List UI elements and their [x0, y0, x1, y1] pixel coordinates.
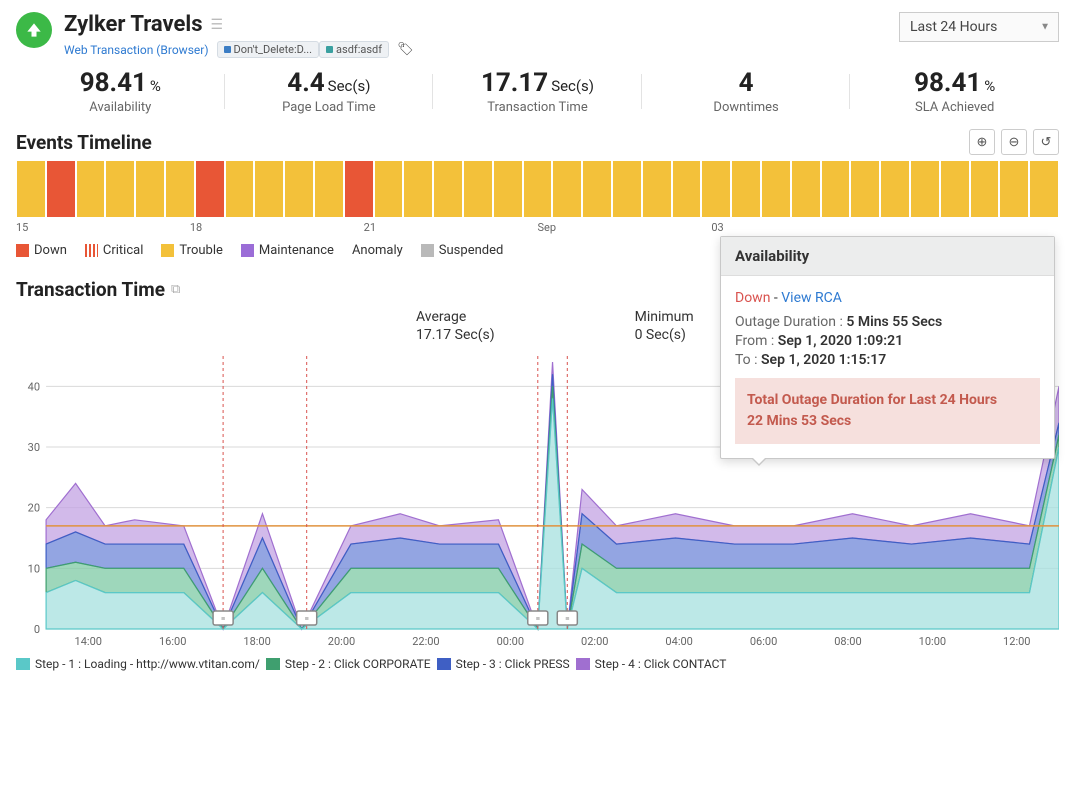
timeline-bar[interactable]	[971, 161, 999, 217]
zoom-in-icon[interactable]: ⊕	[969, 129, 995, 155]
time-range-select[interactable]: Last 24 Hours	[899, 12, 1059, 42]
legend-item: Step - 4 : Click CONTACT	[576, 657, 727, 671]
svg-text:30: 30	[28, 441, 40, 454]
svg-text:≡: ≡	[536, 614, 540, 623]
legend-item: Suspended	[421, 243, 504, 258]
timeline-bar[interactable]	[285, 161, 313, 217]
timeline-bar[interactable]	[851, 161, 879, 217]
svg-text:0: 0	[34, 623, 40, 636]
timeline-bar[interactable]	[553, 161, 581, 217]
svg-text:≡: ≡	[221, 614, 225, 623]
transaction-title: Transaction Time	[16, 278, 165, 301]
svg-text:02:00: 02:00	[581, 635, 608, 648]
tooltip-summary-box: Total Outage Duration for Last 24 Hours …	[735, 378, 1040, 444]
timeline-bar[interactable]	[732, 161, 760, 217]
timeline-bar[interactable]	[166, 161, 194, 217]
kpi-card: 4Downtimes	[642, 68, 851, 115]
svg-text:00:00: 00:00	[497, 635, 524, 648]
timeline-bar[interactable]	[941, 161, 969, 217]
kpi-card: 4.4Sec(s)Page Load Time	[225, 68, 434, 115]
kpi-card: 98.41%SLA Achieved	[850, 68, 1059, 115]
menu-lines-icon[interactable]: ☰	[211, 17, 224, 33]
svg-text:16:00: 16:00	[159, 635, 186, 648]
svg-text:08:00: 08:00	[834, 635, 861, 648]
timeline-bar[interactable]	[613, 161, 641, 217]
timeline-bar[interactable]	[673, 161, 701, 217]
reset-zoom-icon[interactable]: ↺	[1033, 129, 1059, 155]
zoom-out-icon[interactable]: ⊖	[1001, 129, 1027, 155]
page-header: Zylker Travels ☰ Web Transaction (Browse…	[0, 0, 1075, 62]
timeline-bar[interactable]	[881, 161, 909, 217]
svg-text:12:00: 12:00	[1003, 635, 1030, 648]
svg-text:10: 10	[28, 562, 40, 575]
timeline-bar[interactable]	[17, 161, 45, 217]
timeline-bar[interactable]	[106, 161, 134, 217]
svg-text:20:00: 20:00	[328, 635, 355, 648]
events-title: Events Timeline	[16, 131, 152, 154]
tag-icon[interactable]: 🏷	[397, 42, 414, 57]
svg-text:20: 20	[28, 502, 40, 515]
availability-tooltip: Availability Down - View RCA Outage Dura…	[720, 236, 1055, 459]
legend-item: Down	[16, 243, 67, 258]
view-rca-link[interactable]: View RCA	[781, 290, 842, 306]
page-title: Zylker Travels	[64, 12, 203, 37]
timeline-bar[interactable]	[77, 161, 105, 217]
svg-text:≡: ≡	[305, 614, 309, 623]
transaction-legend: Step - 1 : Loading - http://www.vtitan.c…	[16, 651, 1059, 677]
kpi-card: 17.17Sec(s)Transaction Time	[433, 68, 642, 115]
timeline-bar[interactable]	[524, 161, 552, 217]
legend-item: Step - 2 : Click CORPORATE	[266, 657, 431, 671]
tooltip-status: Down	[735, 290, 770, 306]
events-timeline-chart: 151821Sep03	[16, 161, 1059, 231]
breadcrumb-link[interactable]: Web Transaction (Browser)	[64, 43, 209, 57]
legend-item: Trouble	[161, 243, 223, 258]
tooltip-title: Availability	[721, 237, 1054, 276]
timeline-bar[interactable]	[643, 161, 671, 217]
stat-minimum: Minimum0 Sec(s)	[635, 309, 694, 343]
timeline-bar[interactable]	[226, 161, 254, 217]
timeline-bar[interactable]	[464, 161, 492, 217]
timeline-bar[interactable]	[136, 161, 164, 217]
timeline-bar[interactable]	[47, 161, 75, 217]
legend-item: Anomaly	[352, 243, 403, 258]
timeline-bar[interactable]	[375, 161, 403, 217]
svg-text:10:00: 10:00	[919, 635, 946, 648]
filter-tag[interactable]: asdf:asdf	[319, 41, 389, 58]
timeline-bar[interactable]	[1030, 161, 1058, 217]
legend-item: Critical	[85, 243, 143, 258]
filter-tag[interactable]: Don't_Delete:D...	[217, 41, 320, 58]
svg-text:06:00: 06:00	[750, 635, 777, 648]
timeline-bar[interactable]	[434, 161, 462, 217]
status-up-icon	[16, 12, 52, 48]
timeline-bar[interactable]	[404, 161, 432, 217]
svg-text:18:00: 18:00	[243, 635, 270, 648]
timeline-bar[interactable]	[315, 161, 343, 217]
timeline-bar[interactable]	[345, 161, 373, 217]
kpi-row: 98.41%Availability4.4Sec(s)Page Load Tim…	[0, 62, 1075, 129]
legend-item: Maintenance	[241, 243, 334, 258]
svg-text:14:00: 14:00	[75, 635, 102, 648]
timeline-bar[interactable]	[792, 161, 820, 217]
timeline-bar[interactable]	[494, 161, 522, 217]
kpi-card: 98.41%Availability	[16, 68, 225, 115]
svg-text:22:00: 22:00	[412, 635, 439, 648]
legend-item: Step - 1 : Loading - http://www.vtitan.c…	[16, 657, 260, 671]
timeline-bar[interactable]	[822, 161, 850, 217]
timeline-bar[interactable]	[583, 161, 611, 217]
stat-average: Average17.17 Sec(s)	[416, 309, 495, 343]
timeline-bar[interactable]	[255, 161, 283, 217]
svg-text:04:00: 04:00	[665, 635, 692, 648]
timeline-bar[interactable]	[702, 161, 730, 217]
svg-text:40: 40	[28, 380, 40, 393]
timeline-bar[interactable]	[1000, 161, 1028, 217]
timeline-bar[interactable]	[762, 161, 790, 217]
svg-text:≡: ≡	[565, 614, 569, 623]
external-link-icon[interactable]: ⧉	[171, 282, 180, 297]
timeline-bar[interactable]	[196, 161, 224, 217]
legend-item: Step - 3 : Click PRESS	[437, 657, 570, 671]
timeline-bar[interactable]	[911, 161, 939, 217]
